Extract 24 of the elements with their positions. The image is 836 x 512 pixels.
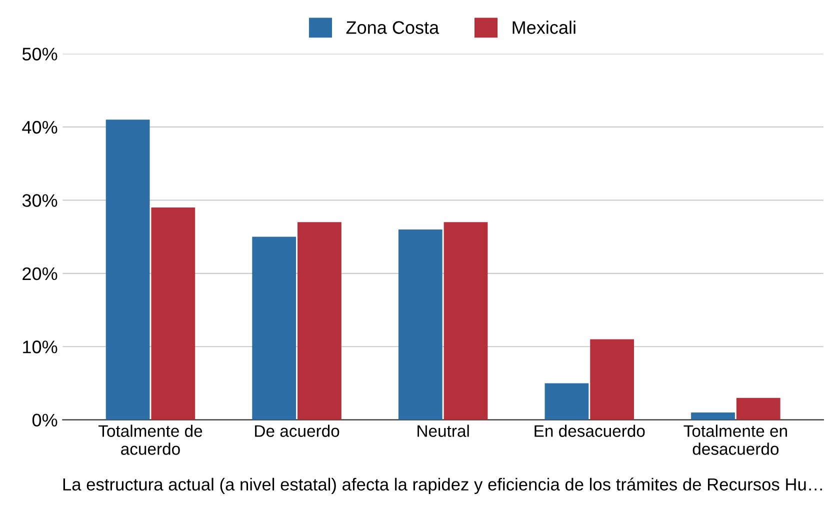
- bar: [736, 398, 780, 420]
- bar: [298, 222, 342, 420]
- y-tick-label: 50%: [22, 48, 58, 60]
- bar: [106, 120, 150, 420]
- x-tick-label: En desacuerdo: [534, 424, 645, 437]
- bar: [151, 208, 196, 420]
- bar: [252, 236, 296, 420]
- y-tick-label: 20%: [22, 267, 58, 280]
- y-tick-label: 40%: [22, 120, 58, 134]
- x-tick-label: Totalmente en desacuerdo: [684, 424, 787, 455]
- bar: [444, 222, 488, 420]
- bar: [398, 229, 442, 420]
- bar: [544, 383, 589, 420]
- x-axis-title: La estructura actual (a nivel estatal) afecta la rapidez y eficiencia de los trámites de Recursos Hu…: [63, 478, 822, 494]
- legend-label: Zona Costa: [346, 21, 440, 34]
- x-tick-label: De acuerdo: [255, 424, 340, 437]
- bar: [590, 339, 634, 420]
- legend-label: Mexicali: [512, 20, 576, 34]
- x-tick-label: Totalmente de acuerdo: [98, 424, 202, 455]
- x-tick-label: Neutral: [418, 424, 469, 437]
- y-tick-label: 30%: [22, 194, 58, 207]
- y-tick-label: 10%: [23, 340, 58, 354]
- bar: [691, 412, 735, 420]
- y-tick-label: 0%: [32, 414, 58, 427]
